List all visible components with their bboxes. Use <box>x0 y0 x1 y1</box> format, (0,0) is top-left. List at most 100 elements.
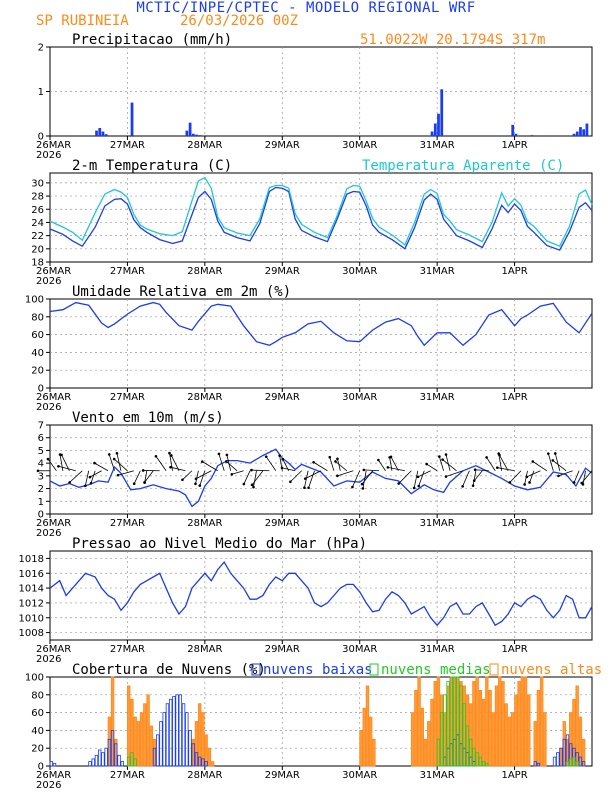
wind-vector-arrow <box>170 466 186 472</box>
cloud-bar-nuvens-baixas <box>120 761 124 767</box>
precip-xtick-label: 30MAR <box>342 140 377 151</box>
press-ytick-label: 1008 <box>19 628 44 639</box>
wind-vector-head <box>389 455 393 459</box>
clouds-ytick-label: 20 <box>31 744 44 755</box>
wind-vector-arrow <box>218 453 225 471</box>
precip-bar <box>440 89 444 136</box>
press-ytick-label: 1010 <box>19 613 44 624</box>
cloud-bar-nuvens-altas <box>207 747 212 767</box>
wind-ytick-label: 2 <box>38 484 44 495</box>
wind-vector-arrow <box>113 458 128 472</box>
cloud-bar-nuvens-medias <box>565 761 570 767</box>
cloud-bar-nuvens-baixas <box>110 730 115 767</box>
wind-vector-head <box>143 481 146 484</box>
wind-vector-head <box>425 462 428 466</box>
clouds-xtick-label: 31MAR <box>420 770 455 781</box>
wind-vector-head <box>525 475 529 479</box>
cloud-bar-nuvens-baixas <box>162 712 166 767</box>
cloud-bar-nuvens-altas <box>510 712 515 767</box>
wind-vector-head <box>89 481 93 485</box>
temp-ytick-label: 30 <box>31 178 44 189</box>
cloud-bar-nuvens-altas <box>149 725 153 767</box>
cloud-bar-nuvens-altas <box>146 694 150 767</box>
cloud-bar-nuvens-baixas <box>175 694 179 767</box>
precip-bar <box>575 131 579 136</box>
cloud-bar-nuvens-baixas <box>552 756 557 767</box>
wind-ytick-label: 3 <box>38 471 44 482</box>
wind-xtick-label: 29MAR <box>265 518 300 529</box>
precip-bar <box>195 134 198 136</box>
wind-vector-head <box>132 482 136 486</box>
cloud-bar-nuvens-altas <box>420 707 424 767</box>
wind-vector-head <box>194 482 197 486</box>
wind-vector-head <box>242 482 246 486</box>
cloud-legend-label: nuvens altas <box>501 662 602 678</box>
press-frame <box>49 550 593 641</box>
cloud-bar-nuvens-medias <box>481 761 486 767</box>
wind-vector-arrow <box>61 454 70 471</box>
wind-vector-arrow <box>133 470 141 484</box>
wind-panel-title: Vento em 10m (m/s) <box>72 410 224 426</box>
cloud-bar-nuvens-baixas <box>201 758 205 767</box>
wind-vector-head <box>46 457 50 461</box>
cloud-bar-nuvens-altas <box>536 689 541 767</box>
temp-frame <box>49 172 593 263</box>
wind-vector-head <box>523 483 526 486</box>
cloud-bar-nuvens-altas <box>201 712 205 767</box>
cloud-bar-nuvens-medias <box>456 676 460 767</box>
wind-vector-head <box>141 469 145 472</box>
temp-xtick-label: 27MAR <box>110 266 145 277</box>
rh-xtick-label: 29MAR <box>265 392 300 403</box>
wind-vector-arrow <box>313 461 328 472</box>
clouds-xtick-label: 26MAR <box>36 770 71 781</box>
wind-vector-arrow <box>69 470 83 483</box>
temperature-line <box>49 186 593 251</box>
wind-vector-arrow <box>426 463 438 472</box>
cloud-bar-nuvens-medias <box>449 676 454 767</box>
precip-bar <box>514 133 518 136</box>
wind-vector-arrow <box>337 458 341 471</box>
wind-vector-head <box>397 482 400 485</box>
cloud-legend-swatch <box>369 663 379 676</box>
cloud-bar-nuvens-altas <box>501 681 505 767</box>
wind-vector-arrow <box>116 453 122 471</box>
wind-vector-head <box>531 460 535 463</box>
wind-vector-arrow <box>281 467 296 472</box>
wind-ytick-label: 5 <box>38 446 44 457</box>
rh-xtick-label: 28MAR <box>187 392 222 403</box>
station-name: SP RUBINEIA <box>36 13 129 29</box>
temp-ytick-label: 28 <box>31 192 44 203</box>
wind-xtick-label: 1APR <box>501 518 527 529</box>
wind-vector-arrow <box>445 454 451 471</box>
wind-vector-head <box>169 465 172 469</box>
cloud-bar-nuvens-medias <box>127 756 131 767</box>
precip-bar <box>433 123 437 136</box>
cloud-bar-nuvens-altas <box>488 689 492 767</box>
press-ytick-label: 1014 <box>19 584 44 595</box>
wind-vector-arrow <box>195 470 199 484</box>
wind-vector-arrow <box>195 470 212 480</box>
cloud-bar-nuvens-baixas <box>49 761 53 767</box>
run-date: 26/03/2026 00Z <box>180 13 299 29</box>
wind-ytick-label: 7 <box>38 421 44 432</box>
wind-vector-head <box>498 453 501 457</box>
cloud-bar-nuvens-altas <box>372 738 376 767</box>
press-xtick-label: 30MAR <box>342 644 377 655</box>
cloud-bar-nuvens-altas <box>362 707 366 767</box>
wind-vector-head <box>551 459 555 462</box>
station-coordinates: 51.0022W 20.1794S 317m <box>360 32 546 48</box>
wind-vector-head <box>444 453 448 456</box>
precip-ytick-label: 2 <box>38 43 44 54</box>
press-ytick-label: 1012 <box>19 598 44 609</box>
rh-ytick-label: 40 <box>31 348 44 359</box>
wind-vector-head <box>360 482 364 486</box>
clouds-ytick-label: 100 <box>25 673 44 684</box>
wind-vector-head <box>289 480 292 484</box>
wind-vector-head <box>334 460 337 463</box>
wind-vector-arrow <box>499 454 509 471</box>
wind-vector-arrow <box>582 470 586 485</box>
cloud-bar-nuvens-altas <box>414 689 418 767</box>
wind-vector-head <box>250 468 253 472</box>
wind-vector-head <box>444 475 448 478</box>
